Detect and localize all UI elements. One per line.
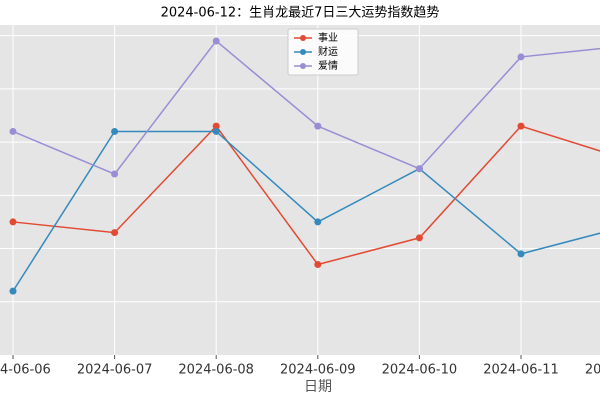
- point: [314, 261, 322, 269]
- legend-label: 事业: [318, 31, 338, 44]
- legend-label: 财运: [318, 45, 338, 58]
- x-tick-label: 2024-06-11: [483, 363, 559, 378]
- point: [212, 127, 220, 135]
- x-tick-label: 2024-06-12: [585, 363, 600, 378]
- point: [9, 127, 17, 135]
- point: [9, 287, 17, 295]
- grid: 2024-06-06 2024-06-07 2024-06-08 2024-06-09…: [0, 25, 600, 378]
- x-tick-label: 2024-06-08: [178, 363, 254, 378]
- point: [415, 234, 423, 242]
- point: [111, 127, 119, 135]
- point: [314, 218, 322, 226]
- chart-title: 2024-06-12：生肖龙最近7日三大运势指数趋势: [161, 5, 440, 21]
- point: [517, 122, 525, 130]
- point: [517, 250, 525, 258]
- x-tick-label: 2024-06-10: [382, 363, 458, 378]
- point: [212, 37, 220, 45]
- x-tick-label: 2024-06-09: [280, 363, 356, 378]
- point: [415, 165, 423, 173]
- point: [111, 229, 119, 237]
- x-axis-label: 日期: [304, 379, 332, 395]
- point: [314, 122, 322, 130]
- x-tick-label: 2024-06-06: [0, 363, 51, 378]
- point: [517, 53, 525, 61]
- legend-marker: [300, 35, 306, 41]
- x-tick-label: 2024-06-07: [77, 363, 153, 378]
- legend-box: [287, 28, 359, 76]
- legend-marker: [300, 63, 306, 69]
- legend-label: 爱情: [318, 59, 338, 72]
- lines: [9, 37, 600, 295]
- legend-marker: [300, 49, 306, 55]
- point: [212, 122, 220, 130]
- point: [9, 218, 17, 226]
- point: [111, 170, 119, 178]
